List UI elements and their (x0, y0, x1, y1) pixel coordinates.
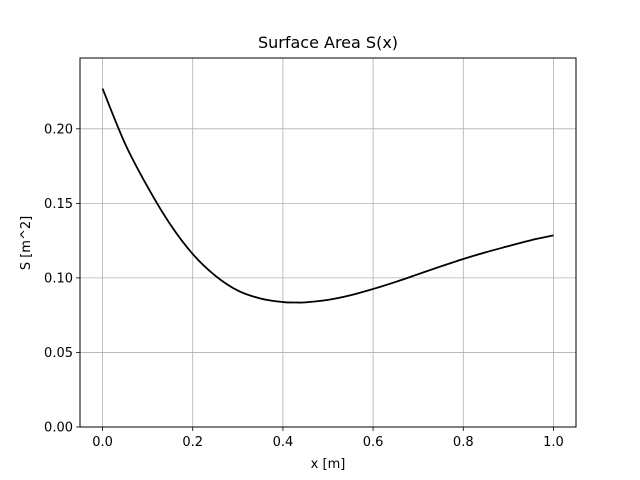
y-tick-label: 0.20 (44, 122, 73, 137)
y-axis: 0.00 0.05 0.10 0.15 0.20 (44, 122, 80, 436)
x-axis: 0.0 0.2 0.4 0.6 0.8 1.0 (92, 427, 564, 450)
y-tick-label: 0.10 (44, 271, 73, 286)
x-tick-label: 0.8 (453, 435, 474, 450)
y-tick-label: 0.15 (44, 197, 73, 212)
x-tick-label: 0.6 (363, 435, 384, 450)
grid-lines (80, 58, 576, 428)
series-line (101, 88, 554, 304)
y-axis-label: S [m^2] (19, 216, 34, 270)
plot-frame (79, 57, 577, 428)
y-tick-label: 0.00 (44, 421, 73, 436)
x-tick-label: 0.4 (273, 435, 294, 450)
y-tick-label: 0.05 (44, 346, 73, 361)
chart-title: Surface Area S(x) (258, 33, 398, 52)
x-tick-label: 0.2 (182, 435, 203, 450)
plot-series (101, 88, 554, 304)
x-axis-label: x [m] (311, 457, 346, 472)
x-tick-label: 0.0 (92, 435, 113, 450)
x-tick-label: 1.0 (543, 435, 564, 450)
